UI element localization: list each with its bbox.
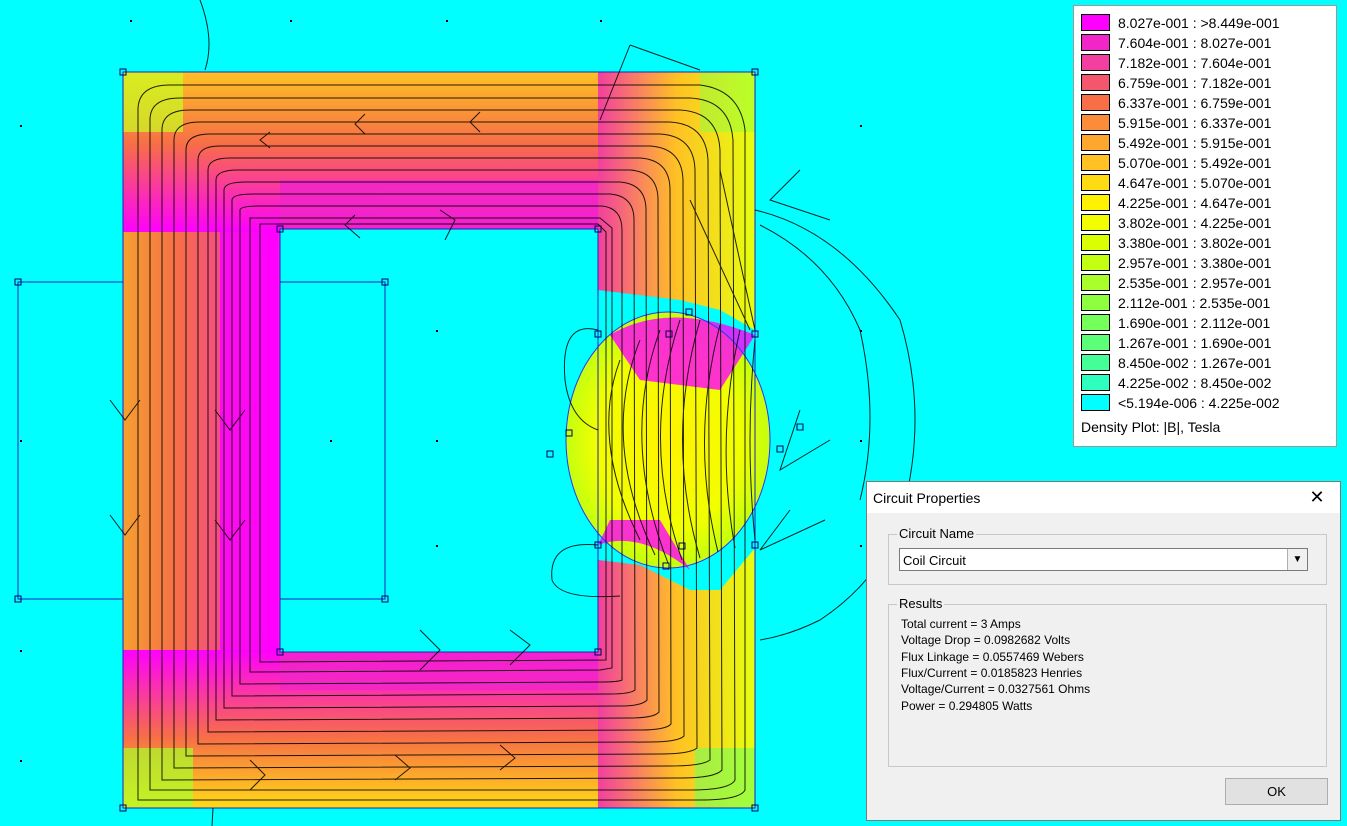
legend-range: 2.112e-001 : 2.535e-001 xyxy=(1118,295,1271,311)
circuit-name-group: Circuit Name Coil Circuit ▼ xyxy=(888,526,1327,585)
legend-row: 4.225e-002 : 8.450e-002 xyxy=(1081,372,1331,392)
legend-swatch xyxy=(1081,394,1110,411)
legend-row: 2.957e-001 : 3.380e-001 xyxy=(1081,252,1331,272)
legend-swatch xyxy=(1081,174,1110,191)
legend-range: 7.182e-001 : 7.604e-001 xyxy=(1118,55,1272,71)
legend-range: 4.225e-002 : 8.450e-002 xyxy=(1118,375,1272,391)
legend-row: 7.604e-001 : 8.027e-001 xyxy=(1081,32,1331,52)
legend-row: 5.915e-001 : 6.337e-001 xyxy=(1081,112,1331,132)
legend-row: 1.690e-001 : 2.112e-001 xyxy=(1081,312,1331,332)
legend-row: 2.535e-001 : 2.957e-001 xyxy=(1081,272,1331,292)
legend-range: 2.957e-001 : 3.380e-001 xyxy=(1118,255,1272,271)
legend-row: 8.450e-002 : 1.267e-001 xyxy=(1081,352,1331,372)
legend-range: 7.604e-001 : 8.027e-001 xyxy=(1118,35,1272,51)
results-group: Results Total current = 3 Amps Voltage Dr… xyxy=(888,596,1327,767)
chevron-down-icon[interactable]: ▼ xyxy=(1287,549,1307,570)
close-icon[interactable]: ✕ xyxy=(1309,487,1325,507)
legend-swatch xyxy=(1081,294,1110,311)
circuit-name-label: Circuit Name xyxy=(897,526,977,541)
dialog-titlebar[interactable]: Circuit Properties ✕ xyxy=(867,482,1340,513)
legend-row: 4.225e-001 : 4.647e-001 xyxy=(1081,192,1331,212)
mesh-dots xyxy=(20,20,862,762)
legend-swatch xyxy=(1081,54,1110,71)
circuit-properties-dialog: Circuit Properties ✕ Circuit Name Coil C… xyxy=(866,481,1341,821)
legend-row: 5.492e-001 : 5.915e-001 xyxy=(1081,132,1331,152)
legend-range: 5.915e-001 : 6.337e-001 xyxy=(1118,115,1272,131)
legend-row: 5.070e-001 : 5.492e-001 xyxy=(1081,152,1331,172)
legend-swatch xyxy=(1081,214,1110,231)
legend-swatch xyxy=(1081,94,1110,111)
legend-range: 6.337e-001 : 6.759e-001 xyxy=(1118,95,1272,111)
flux-lines xyxy=(109,0,916,826)
legend-row: 4.647e-001 : 5.070e-001 xyxy=(1081,172,1331,192)
legend-range: 4.225e-001 : 4.647e-001 xyxy=(1118,195,1272,211)
legend-swatch xyxy=(1081,134,1110,151)
legend-swatch xyxy=(1081,354,1110,371)
circuit-name-select[interactable]: Coil Circuit ▼ xyxy=(899,548,1308,571)
legend-swatch xyxy=(1081,34,1110,51)
legend-range: 3.380e-001 : 3.802e-001 xyxy=(1118,235,1272,251)
legend-row: 6.337e-001 : 6.759e-001 xyxy=(1081,92,1331,112)
legend-swatch xyxy=(1081,114,1110,131)
legend-swatch xyxy=(1081,374,1110,391)
legend-row: 8.027e-001 : >8.449e-001 xyxy=(1081,12,1331,32)
result-line: Flux Linkage = 0.0557469 Webers xyxy=(901,649,1084,664)
legend-swatch xyxy=(1081,234,1110,251)
legend-range: 8.450e-002 : 1.267e-001 xyxy=(1118,355,1272,371)
result-line: Voltage/Current = 0.0327561 Ohms xyxy=(901,682,1091,697)
rotor-region xyxy=(565,311,771,570)
density-legend: Density Plot: |B|, Tesla 8.027e-001 : >8… xyxy=(1073,5,1337,447)
legend-swatch xyxy=(1081,334,1110,351)
legend-swatch xyxy=(1081,254,1110,271)
result-line: Voltage Drop = 0.0982682 Volts xyxy=(901,633,1071,648)
legend-swatch xyxy=(1081,274,1110,291)
legend-row: 6.759e-001 : 7.182e-001 xyxy=(1081,72,1331,92)
legend-swatch xyxy=(1081,74,1110,91)
result-line: Total current = 3 Amps xyxy=(901,617,1021,631)
legend-range: 5.492e-001 : 5.915e-001 xyxy=(1118,135,1272,151)
result-line: Power = 0.294805 Watts xyxy=(901,698,1033,713)
ok-button[interactable]: OK xyxy=(1225,778,1328,805)
mesh-nodes xyxy=(14,68,804,812)
legend-row: 3.380e-001 : 3.802e-001 xyxy=(1081,232,1331,252)
legend-row: 7.182e-001 : 7.604e-001 xyxy=(1081,52,1331,72)
legend-swatch xyxy=(1081,314,1110,331)
legend-range: 2.535e-001 : 2.957e-001 xyxy=(1118,275,1272,291)
legend-range: 1.267e-001 : 1.690e-001 xyxy=(1118,335,1272,351)
legend-row: <5.194e-006 : 4.225e-002 xyxy=(1081,392,1331,412)
results-label: Results xyxy=(897,596,945,611)
result-line: Flux/Current = 0.0185823 Henries xyxy=(901,665,1083,680)
legend-swatch xyxy=(1081,154,1110,171)
legend-range: 4.647e-001 : 5.070e-001 xyxy=(1118,175,1272,191)
dialog-title: Circuit Properties xyxy=(873,490,981,506)
legend-range: 6.759e-001 : 7.182e-001 xyxy=(1118,75,1272,91)
legend-swatch xyxy=(1081,14,1110,31)
legend-range: 3.802e-001 : 4.225e-001 xyxy=(1118,215,1272,231)
legend-row: 2.112e-001 : 2.535e-001 xyxy=(1081,292,1331,312)
legend-row: 1.267e-001 : 1.690e-001 xyxy=(1081,332,1331,352)
legend-range: 1.690e-001 : 2.112e-001 xyxy=(1118,315,1271,331)
legend-range: 8.027e-001 : >8.449e-001 xyxy=(1118,15,1280,31)
legend-row: 3.802e-001 : 4.225e-001 xyxy=(1081,212,1331,232)
legend-caption: Density Plot: |B|, Tesla xyxy=(1081,419,1221,435)
legend-swatch xyxy=(1081,194,1110,211)
legend-range: <5.194e-006 : 4.225e-002 xyxy=(1118,395,1280,411)
legend-range: 5.070e-001 : 5.492e-001 xyxy=(1118,155,1272,171)
coil-outline xyxy=(17,71,756,809)
circuit-name-value: Coil Circuit xyxy=(903,553,966,568)
